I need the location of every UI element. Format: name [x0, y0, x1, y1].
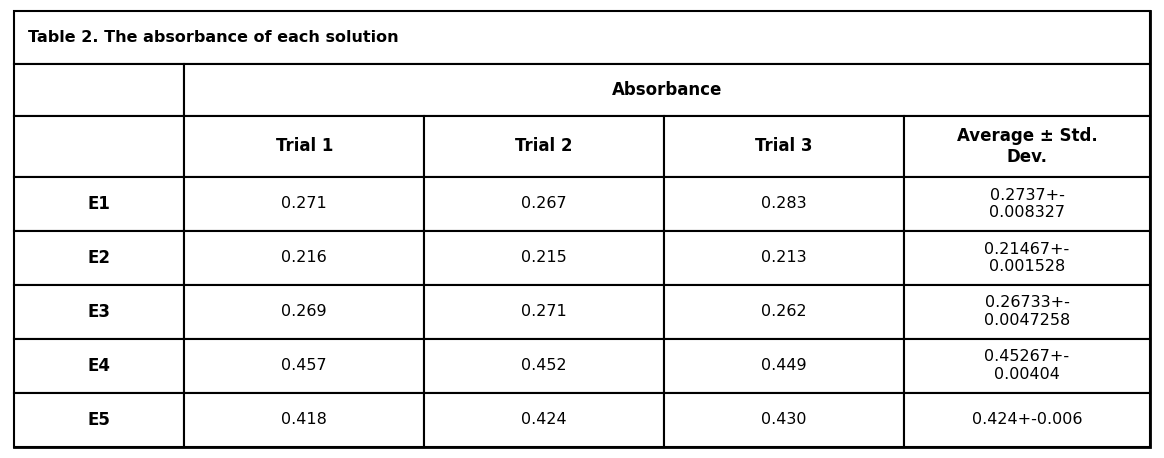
Bar [904, 285, 1150, 338]
Text: 0.457: 0.457 [282, 358, 327, 373]
Bar [184, 177, 424, 231]
Text: 0.271: 0.271 [282, 196, 327, 211]
Bar [184, 64, 1150, 116]
Bar [424, 116, 663, 177]
Text: 0.452: 0.452 [521, 358, 567, 373]
Text: 0.449: 0.449 [761, 358, 807, 373]
Text: Trial 3: Trial 3 [755, 137, 812, 155]
Text: 0.424: 0.424 [521, 412, 567, 427]
Text: Average ± Std.
Dev.: Average ± Std. Dev. [957, 127, 1098, 166]
Bar [663, 231, 904, 285]
Bar [184, 393, 424, 447]
Text: E5: E5 [87, 410, 111, 429]
Bar [663, 116, 904, 177]
Text: 0.215: 0.215 [521, 250, 567, 265]
Text: 0.213: 0.213 [761, 250, 807, 265]
Text: E1: E1 [87, 195, 111, 213]
Bar [663, 285, 904, 338]
Bar [663, 338, 904, 393]
Bar [904, 177, 1150, 231]
Text: 0.283: 0.283 [761, 196, 807, 211]
Bar [14, 338, 184, 393]
Text: 0.262: 0.262 [761, 304, 807, 319]
Bar [184, 338, 424, 393]
Text: E2: E2 [87, 249, 111, 267]
Bar [904, 116, 1150, 177]
Bar [663, 177, 904, 231]
Text: 0.2737+-
0.008327: 0.2737+- 0.008327 [989, 188, 1065, 220]
Bar [14, 393, 184, 447]
Bar [424, 231, 663, 285]
Text: E3: E3 [87, 303, 111, 321]
Text: Absorbance: Absorbance [612, 81, 723, 99]
Bar [14, 285, 184, 338]
Text: 0.271: 0.271 [521, 304, 567, 319]
Bar [663, 393, 904, 447]
Bar [424, 177, 663, 231]
Text: 0.45267+-
0.00404: 0.45267+- 0.00404 [985, 349, 1070, 382]
Text: 0.430: 0.430 [761, 412, 807, 427]
Bar [14, 11, 1150, 64]
Text: Trial 1: Trial 1 [276, 137, 333, 155]
Bar [904, 231, 1150, 285]
Text: 0.424+-0.006: 0.424+-0.006 [972, 412, 1083, 427]
Bar [14, 231, 184, 285]
Text: E4: E4 [87, 357, 111, 375]
Text: 0.216: 0.216 [282, 250, 327, 265]
Text: 0.26733+-
0.0047258: 0.26733+- 0.0047258 [984, 295, 1070, 328]
Bar [184, 231, 424, 285]
Text: 0.418: 0.418 [282, 412, 327, 427]
Bar [424, 338, 663, 393]
Bar [14, 64, 184, 116]
Text: 0.269: 0.269 [282, 304, 327, 319]
Text: Table 2. The absorbance of each solution: Table 2. The absorbance of each solution [28, 30, 398, 45]
Bar [424, 393, 663, 447]
Bar [14, 177, 184, 231]
Bar [904, 393, 1150, 447]
Text: 0.21467+-
0.001528: 0.21467+- 0.001528 [985, 241, 1070, 274]
Bar [14, 116, 184, 177]
Text: 0.267: 0.267 [521, 196, 567, 211]
Text: Trial 2: Trial 2 [516, 137, 573, 155]
Bar [184, 116, 424, 177]
Bar [184, 285, 424, 338]
Bar [424, 285, 663, 338]
Bar [904, 338, 1150, 393]
